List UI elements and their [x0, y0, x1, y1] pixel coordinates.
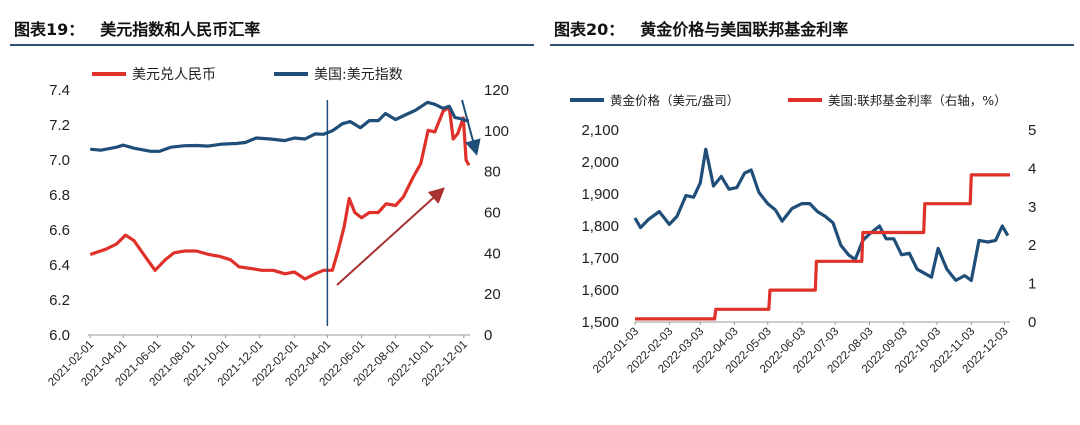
trend-down-arrow — [461, 99, 481, 156]
y-left-tick-label: 6.8 — [49, 187, 70, 204]
y-right-tick-label: 2 — [1028, 237, 1036, 254]
figure-20-panel: 图表20： 黄金价格与美国联邦基金利率 1,500 1,600 1,700 1,800 1… — [540, 0, 1080, 425]
y-right-tick-label: 80 — [484, 164, 501, 181]
figure-20-title: 图表20： 黄金价格与美国联邦基金利率 — [554, 16, 848, 40]
gold-fedrate-chart: 1,500 1,600 1,700 1,800 1,900 2,000 2,100 0 1 2 3 4… — [570, 93, 1036, 376]
figure-19-panel: 图表19： 美元指数和人民币汇率 6.0 6.2 6.4 6.6 6.8 7.0 7.2 7.4… — [10, 16, 534, 389]
series-line-1 — [89, 105, 471, 281]
y-left-tick-label: 2,100 — [581, 122, 619, 139]
y-right-tick-label: 60 — [484, 205, 501, 222]
series-line-2 — [90, 100, 470, 153]
y-right-tick-label: 120 — [484, 82, 509, 99]
y-right-tick-label: 0 — [1028, 314, 1036, 331]
figure-20-rule — [550, 44, 1074, 46]
y-left-tick-label: 7.0 — [49, 152, 70, 169]
y-left-tick-label: 1,900 — [581, 186, 619, 203]
figure-19-number: 图表19： — [14, 20, 85, 39]
y-left-tick-label: 1,700 — [581, 250, 619, 267]
y-right-tick-label: 3 — [1028, 199, 1036, 216]
y-right-tick-label: 100 — [484, 123, 509, 140]
y-left-tick-label: 6.0 — [49, 327, 70, 344]
y-left-tick-label: 2,000 — [581, 154, 619, 171]
y-right-tick-label: 0 — [484, 327, 492, 344]
y-left-tick-label: 1,500 — [581, 314, 619, 331]
legend-label-1: 美元兑人民币 — [132, 67, 216, 83]
y-left-tick-label: 6.4 — [49, 257, 70, 274]
y-left-tick-label: 6.2 — [49, 292, 70, 309]
y-right-tick-label: 5 — [1028, 122, 1036, 139]
figure-19-rule — [10, 44, 534, 46]
figure-20-title-text: 黄金价格与美国联邦基金利率 — [640, 20, 849, 39]
y-right-tick-label: 4 — [1028, 160, 1036, 177]
y-left-tick-label: 7.4 — [49, 82, 70, 99]
y-left-tick-label: 7.2 — [49, 117, 70, 134]
series-line-1 — [633, 147, 1010, 282]
legend-label-2: 美国:美元指数 — [314, 67, 403, 83]
figure-19-title-text: 美元指数和人民币汇率 — [100, 20, 261, 39]
y-left-tick-label: 6.6 — [49, 222, 70, 239]
y-left-tick-label: 1,800 — [581, 218, 619, 235]
legend-label-2: 美国:联邦基金利率（右轴，%） — [828, 93, 1007, 108]
figure-20-number: 图表20： — [554, 20, 625, 39]
figure-19-title: 图表19： 美元指数和人民币汇率 — [14, 16, 260, 40]
trend-up-arrow — [336, 187, 445, 286]
series-line-2 — [635, 173, 1010, 321]
y-left-tick-label: 1,600 — [581, 282, 619, 299]
usd-cny-chart: 6.06.26.46.66.87.07.27.40204060801001202… — [46, 67, 509, 389]
legend-label-1: 黄金价格（美元/盎司） — [610, 93, 739, 108]
y-right-tick-label: 40 — [484, 245, 501, 262]
y-right-tick-label: 1 — [1028, 276, 1036, 293]
y-right-tick-label: 20 — [484, 286, 501, 303]
